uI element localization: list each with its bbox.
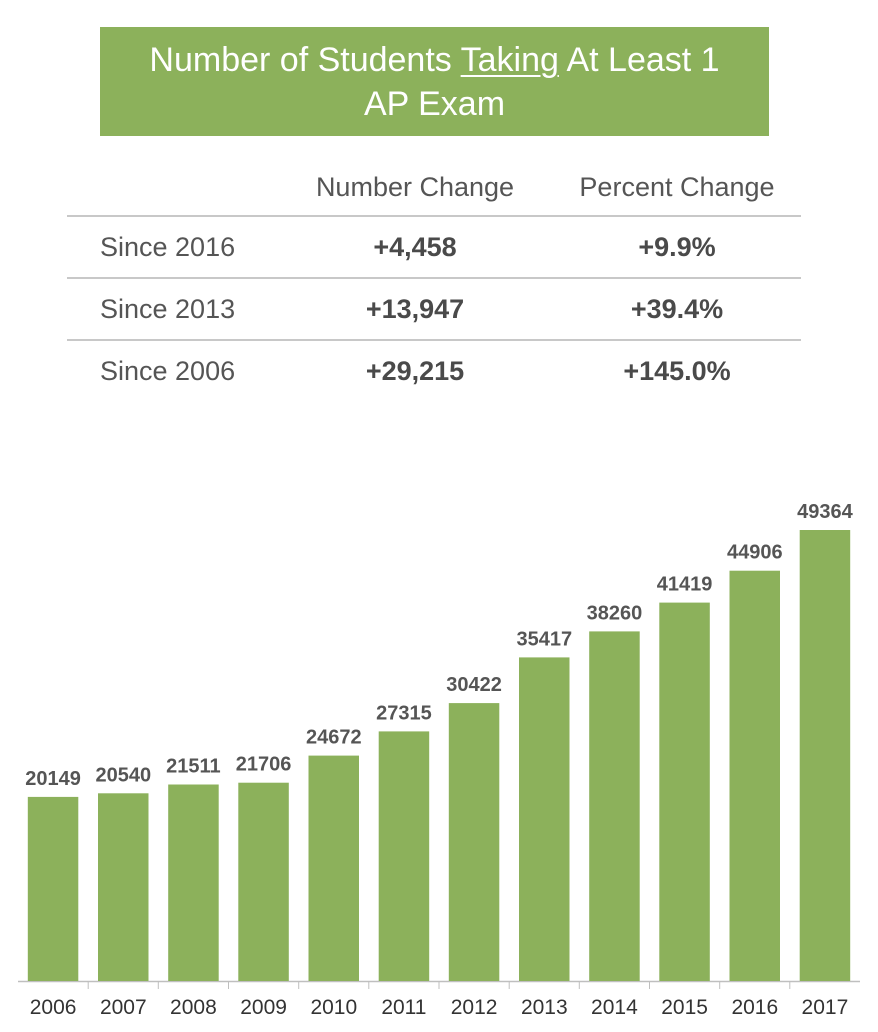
row-label: Since 2006: [100, 355, 236, 386]
bar-2006: [27, 796, 79, 981]
x-tick-label-2009: 2009: [240, 996, 287, 1019]
bar-2010: [308, 755, 359, 981]
table-row: Since 2006 +29,215 +145.0%: [67, 341, 801, 401]
x-tick-label-2013: 2013: [521, 996, 568, 1019]
bar-2011: [378, 731, 430, 981]
x-tick-label-2016: 2016: [731, 996, 778, 1019]
bar-2007: [98, 793, 149, 981]
number-change-value: +29,215: [365, 355, 465, 386]
title-part-after: At Least 1: [558, 41, 720, 79]
table-row: Since 2013 +13,947 +39.4%: [67, 279, 801, 341]
percent-change-value: +145.0%: [623, 355, 731, 386]
data-label-2010: 24672: [306, 727, 362, 749]
x-tick-label-2010: 2010: [310, 996, 357, 1019]
number-change-value: +13,947: [365, 293, 465, 324]
percent-change-value: +39.4%: [630, 293, 724, 324]
x-tick-label-2007: 2007: [100, 996, 147, 1019]
title-part-underlined: Taking: [460, 41, 559, 79]
data-label-2016: 44906: [727, 542, 783, 564]
bar-2012: [448, 703, 500, 981]
bar-2017: [799, 530, 851, 981]
header-number-change: Number Change: [315, 172, 515, 202]
data-label-2007: 20540: [95, 764, 151, 786]
x-tick-label-2014: 2014: [591, 996, 638, 1019]
bar-2015: [659, 602, 710, 981]
x-tick-label-2012: 2012: [451, 996, 498, 1019]
bar-2008: [168, 784, 219, 981]
chart-title-line-2: AP Exam: [363, 85, 506, 123]
bar-2016: [729, 570, 780, 981]
chart-title-banner: Number of Students Taking At Least 1 AP …: [100, 27, 769, 136]
summary-table: Number Change Percent Change Since 2016 …: [67, 160, 801, 401]
table-row: Since 2016 +4,458 +9.9%: [67, 217, 801, 279]
data-label-2008: 21511: [166, 756, 221, 778]
bar-2013: [519, 657, 570, 981]
x-tick-label-2017: 2017: [802, 996, 849, 1019]
data-label-2013: 35417: [516, 628, 572, 650]
bar-2014: [589, 631, 640, 981]
row-label: Since 2013: [100, 293, 236, 324]
row-label: Since 2016: [100, 231, 236, 262]
data-label-2009: 21706: [236, 754, 292, 776]
chart-title-line-1: Number of Students Taking At Least 1: [100, 38, 769, 82]
header-percent-change: Percent Change: [579, 172, 775, 202]
data-label-2014: 38260: [587, 602, 643, 624]
data-label-2017: 49364: [797, 501, 853, 523]
data-label-2012: 30422: [446, 674, 502, 696]
data-label-2015: 41419: [657, 574, 713, 596]
bar-2009: [238, 782, 289, 981]
x-tick-label-2015: 2015: [661, 996, 708, 1019]
summary-table-header: Number Change Percent Change: [67, 160, 801, 217]
percent-change-value: +9.9%: [638, 231, 716, 262]
data-label-2006: 20149: [25, 768, 81, 790]
title-part-before: Number of Students: [149, 41, 461, 79]
x-tick-label-2006: 2006: [30, 996, 77, 1019]
x-tick-label-2008: 2008: [170, 996, 217, 1019]
number-change-value: +4,458: [373, 231, 457, 262]
data-label-2011: 27315: [376, 702, 432, 724]
x-tick-label-2011: 2011: [381, 996, 426, 1019]
